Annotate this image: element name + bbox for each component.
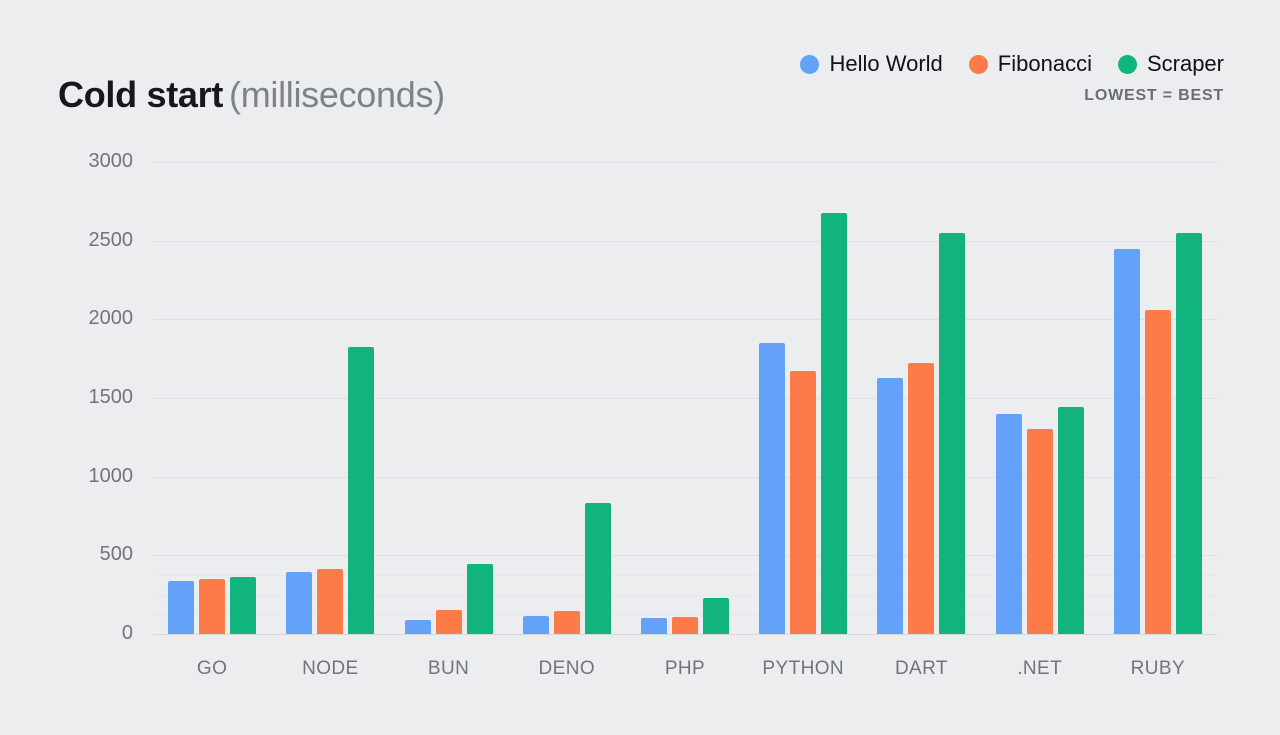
- page-title: Cold start (milliseconds): [58, 74, 445, 116]
- y-axis-tick-label: 1500: [88, 386, 134, 408]
- bar: [348, 346, 375, 634]
- title-unit: (milliseconds): [229, 74, 445, 116]
- bar: [1057, 406, 1084, 634]
- x-axis-label: BUN: [427, 658, 470, 679]
- x-axis-label: DART: [894, 658, 948, 679]
- bar-group: PHP: [626, 162, 744, 679]
- legend-label: Fibonacci: [997, 51, 1092, 76]
- gridline: 2500: [89, 230, 1217, 250]
- gridline: 1500: [89, 387, 1217, 407]
- bar: [877, 377, 904, 634]
- bar-group: DENO: [508, 162, 626, 679]
- bar: [168, 581, 195, 634]
- bar: [1175, 232, 1202, 634]
- gridline: 3000: [89, 151, 1217, 171]
- gridline: 0: [122, 623, 1217, 643]
- y-axis-tick-label: 3000: [88, 150, 134, 172]
- x-axis-label: .NET: [1017, 658, 1063, 679]
- bar-group: GO: [153, 162, 271, 679]
- legend-item: Scraper: [1117, 51, 1224, 77]
- bar: [908, 363, 935, 634]
- minor-gridline: [153, 594, 1217, 596]
- y-axis-tick-label: 500: [99, 543, 133, 566]
- legend: Hello World Fibonacci Scraper: [800, 51, 1224, 77]
- bar-group: BUN: [389, 162, 507, 679]
- x-axis-label: NODE: [302, 658, 359, 679]
- x-axis-label: GO: [196, 658, 228, 679]
- minor-gridline: [153, 614, 1217, 616]
- bar: [317, 568, 344, 634]
- legend-block: Hello World Fibonacci Scraper LOWEST = BES…: [800, 51, 1224, 105]
- y-axis-tick-label: 2000: [88, 307, 134, 330]
- bar: [199, 578, 226, 634]
- bar: [1144, 309, 1171, 634]
- y-axis-tick-label: 1000: [88, 464, 134, 487]
- bar: [671, 616, 698, 634]
- bar: [584, 503, 611, 634]
- bar: [995, 413, 1022, 634]
- bar: [230, 576, 257, 634]
- legend-note: LOWEST = BEST: [1084, 87, 1224, 104]
- legend-label: Scraper: [1146, 51, 1224, 76]
- bar: [821, 213, 848, 634]
- bar-group: .NET: [981, 162, 1099, 679]
- legend-dot-icon: [800, 54, 820, 74]
- y-axis-tick-label: 2500: [88, 228, 134, 251]
- bar-group: NODE: [271, 162, 389, 679]
- bar: [640, 618, 667, 634]
- title-text: Cold start: [58, 74, 224, 116]
- bar: [466, 564, 493, 634]
- bar: [702, 597, 729, 634]
- gridline: 2000: [89, 308, 1217, 328]
- bar: [435, 609, 462, 634]
- gridline: 500: [100, 544, 1217, 564]
- gridline: 1000: [89, 466, 1217, 486]
- plot-area: 0 500 1000 1500 2000 2500 3000 GO NODE BUN DENO PHP…: [89, 151, 1217, 679]
- minor-gridline: [153, 575, 1217, 576]
- legend-dot-icon: [968, 54, 988, 74]
- legend-item: Fibonacci: [968, 51, 1092, 77]
- legend-label: Hello World: [829, 51, 943, 76]
- x-axis-label: DENO: [538, 658, 596, 679]
- bar: [1113, 248, 1140, 634]
- bar-group: DART: [862, 162, 980, 679]
- bar: [1026, 429, 1053, 634]
- legend-dot-icon: [1117, 54, 1137, 74]
- bar: [404, 619, 431, 634]
- bar-group: PYTHON: [744, 162, 862, 679]
- x-axis-label: RUBY: [1130, 658, 1186, 679]
- bar: [939, 232, 966, 634]
- legend-item: Hello World: [800, 51, 943, 77]
- bar: [553, 611, 580, 634]
- x-axis-label: PYTHON: [762, 658, 844, 679]
- bar: [286, 571, 313, 634]
- y-axis-tick-label: 0: [121, 622, 133, 644]
- bar: [759, 342, 786, 634]
- bar: [522, 615, 549, 634]
- bar: [790, 371, 817, 634]
- x-axis-label: PHP: [664, 658, 706, 679]
- bar-group: RUBY: [1099, 162, 1217, 679]
